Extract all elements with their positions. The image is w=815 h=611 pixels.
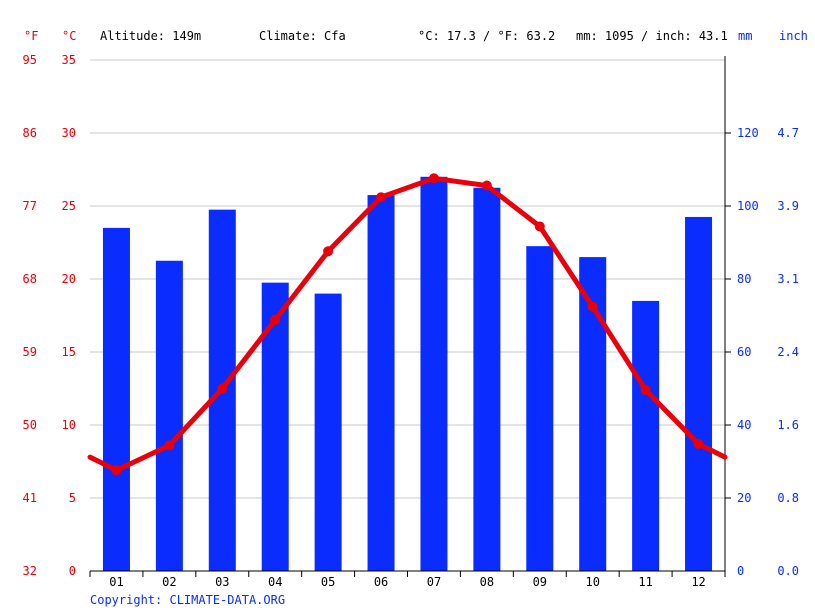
temperature-point xyxy=(323,246,334,257)
grid-lines xyxy=(90,59,725,499)
fahrenheit-tick-label: 50 xyxy=(23,418,37,432)
precipitation-bar xyxy=(420,176,448,572)
precipitation-bars xyxy=(102,176,713,572)
precipitation-bar xyxy=(526,246,554,571)
month-tick-label: 01 xyxy=(109,575,123,589)
climate-label: Climate: Cfa xyxy=(259,29,346,43)
inch-tick-label: 4.7 xyxy=(777,126,799,140)
celsius-tick-label: 0 xyxy=(69,564,76,578)
month-tick-label: 03 xyxy=(215,575,229,589)
month-tick-label: 08 xyxy=(480,575,494,589)
unit-inch-label: inch xyxy=(779,29,808,43)
tick-labels: 0 32 5 41 10 50 15 59 20 68 25 77 30 86 35 95 0 0.0 20 0.8 4… xyxy=(23,53,799,589)
celsius-tick-label: 35 xyxy=(62,53,76,67)
mm-tick-label: 0 xyxy=(737,564,744,578)
celsius-tick-label: 30 xyxy=(62,126,76,140)
fahrenheit-tick-label: 86 xyxy=(23,126,37,140)
axes xyxy=(89,56,731,577)
unit-mm-label: mm xyxy=(738,29,752,43)
month-tick-label: 09 xyxy=(533,575,547,589)
inch-tick-label: 1.6 xyxy=(777,418,799,432)
inch-tick-label: 2.4 xyxy=(777,345,799,359)
precipitation-bar xyxy=(473,187,501,571)
fahrenheit-tick-label: 59 xyxy=(23,345,37,359)
celsius-tick-label: 5 xyxy=(69,491,76,505)
precipitation-bar xyxy=(632,300,660,571)
month-tick-label: 04 xyxy=(268,575,282,589)
month-tick-label: 06 xyxy=(374,575,388,589)
temperature-point xyxy=(270,314,281,325)
temperature-point xyxy=(640,384,651,395)
unit-celsius-label: °C xyxy=(62,29,76,43)
altitude-label: Altitude: 149m xyxy=(100,29,201,43)
month-tick-label: 11 xyxy=(638,575,652,589)
mm-tick-label: 20 xyxy=(737,491,751,505)
temperature-point xyxy=(164,440,175,451)
temperature-point xyxy=(428,173,439,184)
inch-tick-label: 0.8 xyxy=(777,491,799,505)
fahrenheit-tick-label: 41 xyxy=(23,491,37,505)
celsius-tick-label: 15 xyxy=(62,345,76,359)
mm-tick-label: 60 xyxy=(737,345,751,359)
temperature-line xyxy=(87,173,728,476)
temperature-summary: °C: 17.3 / °F: 63.2 xyxy=(418,29,555,43)
mm-tick-label: 120 xyxy=(737,126,759,140)
fahrenheit-tick-label: 77 xyxy=(23,199,37,213)
precipitation-bar xyxy=(261,282,289,571)
temperature-point xyxy=(111,465,122,476)
precipitation-bar xyxy=(367,195,395,572)
precipitation-bar xyxy=(102,227,130,571)
mm-tick-label: 80 xyxy=(737,272,751,286)
month-tick-label: 10 xyxy=(585,575,599,589)
copyright-link[interactable]: Copyright: CLIMATE-DATA.ORG xyxy=(90,593,285,607)
inch-tick-label: 3.1 xyxy=(777,272,799,286)
inch-tick-label: 0.0 xyxy=(777,564,799,578)
precipitation-bar xyxy=(685,216,713,571)
precipitation-bar xyxy=(314,293,342,571)
mm-tick-label: 40 xyxy=(737,418,751,432)
fahrenheit-tick-label: 95 xyxy=(23,53,37,67)
unit-fahrenheit-label: °F xyxy=(24,29,38,43)
temperature-point xyxy=(693,438,704,449)
month-tick-label: 07 xyxy=(427,575,441,589)
fahrenheit-tick-label: 68 xyxy=(23,272,37,286)
precipitation-summary: mm: 1095 / inch: 43.1 xyxy=(576,29,728,43)
temperature-point xyxy=(376,192,387,203)
temperature-line-path xyxy=(87,175,728,473)
fahrenheit-tick-label: 32 xyxy=(23,564,37,578)
temperature-point xyxy=(217,383,228,394)
precipitation-bar xyxy=(155,260,183,571)
temperature-point xyxy=(534,221,545,232)
celsius-tick-label: 25 xyxy=(62,199,76,213)
month-tick-label: 02 xyxy=(162,575,176,589)
celsius-tick-label: 20 xyxy=(62,272,76,286)
mm-tick-label: 100 xyxy=(737,199,759,213)
month-tick-label: 05 xyxy=(321,575,335,589)
month-tick-label: 12 xyxy=(691,575,705,589)
temperature-point xyxy=(587,301,598,312)
celsius-tick-label: 10 xyxy=(62,418,76,432)
temperature-point xyxy=(481,180,492,191)
inch-tick-label: 3.9 xyxy=(777,199,799,213)
